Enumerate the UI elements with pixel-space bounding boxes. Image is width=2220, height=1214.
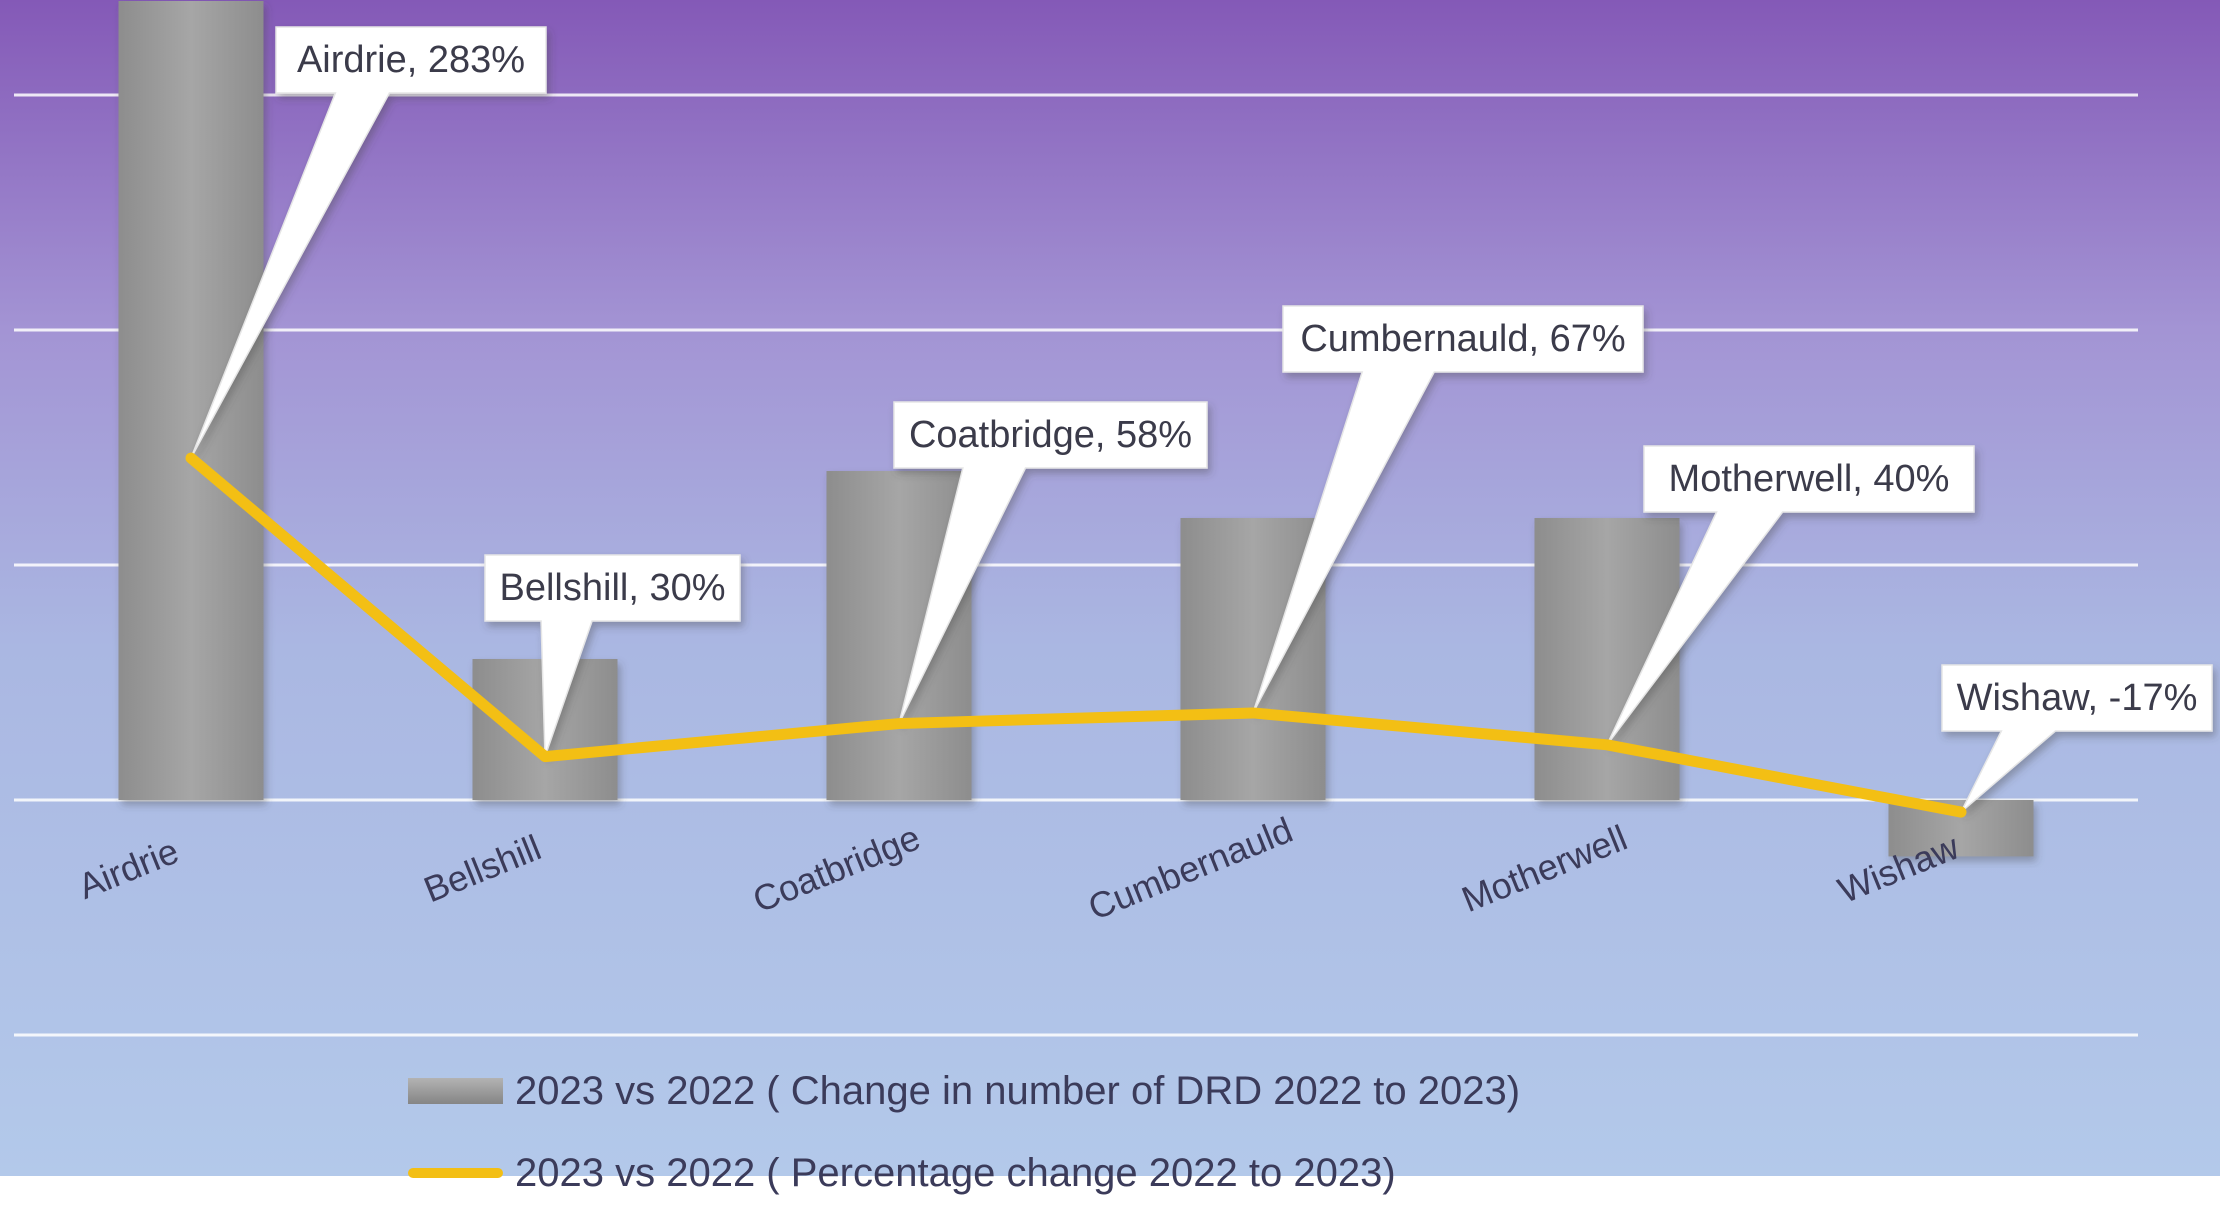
line-point-coatbridge xyxy=(895,719,903,728)
callout-wishaw xyxy=(1941,664,2213,813)
callout-motherwell xyxy=(1606,445,1975,746)
data-label-motherwell: Motherwell, 40% xyxy=(1669,458,1950,500)
line-point-bellshill xyxy=(541,752,549,761)
data-label-airdrie: Airdrie, 283% xyxy=(297,39,525,81)
callout-airdrie xyxy=(190,26,547,459)
line-point-airdrie xyxy=(187,454,195,463)
legend-item-line: 2023 vs 2022 ( Percentage change 2022 to… xyxy=(408,1132,1520,1214)
percentage-line xyxy=(185,452,1967,818)
data-label-cumbernauld: Cumbernauld, 67% xyxy=(1300,318,1625,360)
category-label-airdrie: Airdrie xyxy=(72,830,184,907)
legend: 2023 vs 2022 ( Change in number of DRD 2… xyxy=(408,1050,1520,1214)
legend-bar-label: 2023 vs 2022 ( Change in number of DRD 2… xyxy=(515,1068,1521,1113)
category-label-motherwell: Motherwell xyxy=(1456,817,1633,920)
line-point-motherwell xyxy=(1603,740,1611,749)
legend-line-label: 2023 vs 2022 ( Percentage change 2022 to… xyxy=(515,1150,1396,1195)
data-label-wishaw: Wishaw, -17% xyxy=(1957,677,2198,719)
category-label-bellshill: Bellshill xyxy=(418,827,547,911)
bar-airdrie xyxy=(118,1,264,800)
legend-line-swatch xyxy=(408,1168,503,1178)
legend-bar-swatch xyxy=(408,1078,503,1104)
callout-cumbernauld xyxy=(1252,305,1644,714)
chart-svg: Airdrie, 283% Bellshill, 30% Coatbridge, 5… xyxy=(72,1,2213,928)
category-label-cumbernauld: Cumbernauld xyxy=(1082,809,1298,928)
callout-coatbridge xyxy=(893,401,1208,724)
data-label-coatbridge: Coatbridge, 58% xyxy=(909,414,1192,456)
data-label-bellshill: Bellshill, 30% xyxy=(500,567,726,609)
bar-coatbridge xyxy=(826,471,972,800)
category-label-coatbridge: Coatbridge xyxy=(747,816,926,920)
line-point-wishaw xyxy=(1957,808,1965,817)
legend-item-bar: 2023 vs 2022 ( Change in number of DRD 2… xyxy=(408,1050,1520,1132)
line-point-cumbernauld xyxy=(1249,708,1257,717)
callout-bellshill xyxy=(484,554,741,757)
